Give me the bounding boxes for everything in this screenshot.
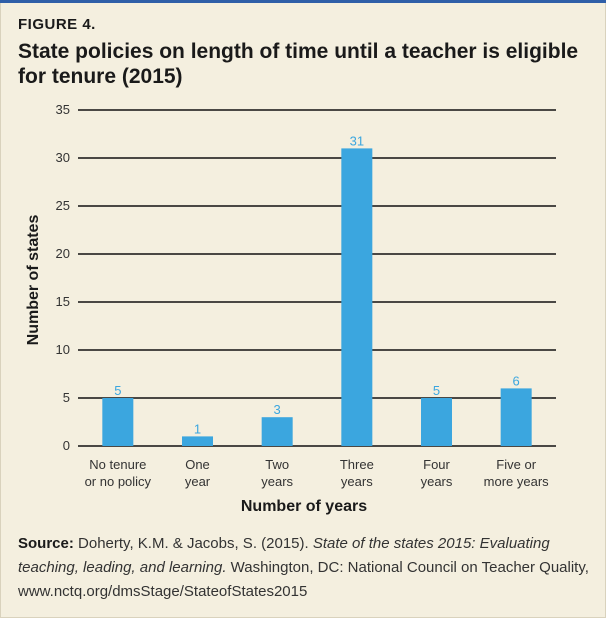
bar [261,417,293,446]
bar [421,398,452,446]
data-label: 31 [350,133,364,148]
source-authors: Doherty, K.M. & Jacobs, S. (2015). [78,535,309,552]
x-category-label: Four years [421,457,453,489]
bar [102,398,134,446]
x-category-label: Five or more years [484,457,550,489]
y-tick-label: 30 [56,150,70,165]
y-tick-label: 20 [56,246,70,261]
bar [341,148,373,446]
y-axis-title: Number of states [25,215,42,346]
y-tick-label: 5 [63,390,70,405]
bar [182,436,213,446]
data-label: 3 [274,402,281,417]
source-label: Source: [18,535,74,552]
x-category-label: Three years [340,457,374,489]
chart-title: State policies on length of time until a… [18,40,579,88]
top-accent-bar [0,0,606,3]
bar [500,388,532,446]
data-label: 6 [513,373,520,388]
source-work-title: State of the states 2015: Evaluating tea… [18,535,550,576]
data-label: 5 [114,383,121,398]
source-citation: Source: Doherty, K.M. & Jacobs, S. (2015… [18,532,593,604]
data-label: 1 [194,421,201,436]
x-category-label: No tenure or no policy [85,457,152,489]
y-tick-label: 35 [56,102,70,117]
x-category-label: One year [185,457,211,489]
y-tick-label: 0 [63,438,70,453]
x-axis-title: Number of years [241,498,367,515]
y-tick-label: 15 [56,294,70,309]
figure-label: FIGURE 4. [18,16,96,33]
source-publisher: Washington, DC: National Council on Teac… [18,559,589,600]
y-tick-label: 10 [56,342,70,357]
data-label: 5 [433,383,440,398]
y-tick-label: 25 [56,198,70,213]
x-category-label: Two years [261,457,293,489]
